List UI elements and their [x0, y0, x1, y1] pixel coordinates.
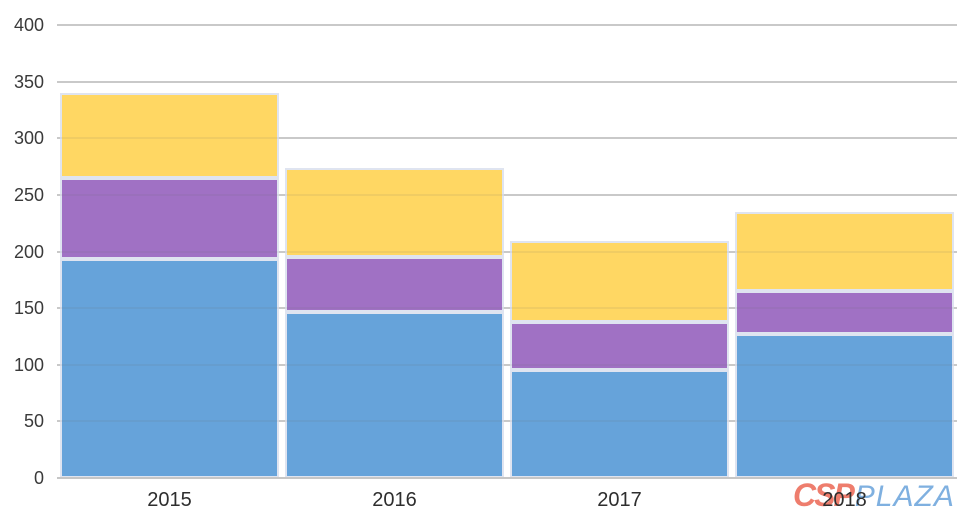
gridline-400	[57, 24, 957, 26]
yellow-top-segment-2015	[60, 92, 279, 178]
y-axis-tick-label: 150	[13, 298, 44, 319]
blue-bottom-segment-2018	[735, 334, 954, 478]
x-axis-line	[57, 477, 957, 479]
gridline-100	[57, 363, 957, 366]
y-axis-tick-label: 350	[13, 71, 44, 92]
purple-middle-segment-2015	[60, 177, 279, 260]
blue-bottom-segment-2016	[285, 311, 504, 478]
yellow-top-segment-2016	[285, 167, 504, 258]
gridline-300	[57, 137, 957, 140]
csp-plaza-logo: CSP PLAZA	[793, 477, 955, 513]
gridline-150	[57, 307, 957, 310]
logo-plaza-text: PLAZA	[854, 480, 955, 513]
y-axis-tick-label: 250	[13, 184, 44, 205]
y-axis-tick-label: 50	[23, 411, 44, 432]
purple-middle-segment-2017	[510, 321, 729, 371]
logo-csp-text: CSP	[793, 477, 855, 513]
x-axis-tick-label: 2017	[597, 489, 642, 511]
yellow-top-segment-2018	[735, 211, 954, 292]
x-axis-tick-label: 2016	[372, 489, 417, 511]
y-axis-tick-label: 100	[13, 354, 44, 375]
yellow-top-segment-2017	[510, 241, 729, 322]
x-axis-tick-label: 2018	[822, 489, 867, 511]
y-axis-tick-label: 0	[33, 468, 44, 488]
gridline-250	[57, 193, 957, 196]
gridline-350	[57, 80, 957, 83]
y-axis-tick-label: 400	[13, 15, 44, 35]
purple-middle-segment-2016	[285, 257, 504, 312]
gridline-200	[57, 250, 957, 253]
purple-middle-segment-2018	[735, 291, 954, 335]
blue-bottom-segment-2015	[60, 259, 279, 478]
y-axis-tick-label: 300	[13, 128, 44, 149]
x-axis-tick-label: 2015	[147, 489, 192, 511]
gridline-50	[57, 420, 957, 423]
y-axis-tick-label: 200	[13, 241, 44, 262]
blue-bottom-segment-2017	[510, 370, 729, 478]
